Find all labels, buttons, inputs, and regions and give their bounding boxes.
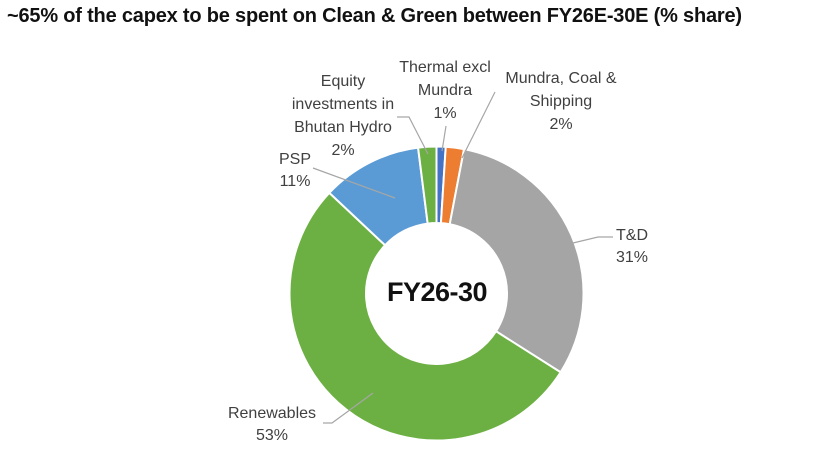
chart-title: ~65% of the capex to be spent on Clean &… — [7, 5, 742, 27]
callout-renewables-line1: Renewables — [227, 405, 317, 422]
leader-line-thermal — [441, 125, 447, 152]
callout-equity-line1: Equity — [320, 73, 366, 90]
callout-td: T&D 31% — [592, 225, 672, 269]
callout-psp: PSP 11% — [255, 149, 335, 193]
callout-thermal: Thermal excl Mundra 1% — [385, 56, 505, 125]
leader-line-psp — [312, 167, 396, 199]
callout-psp-line1: PSP — [278, 151, 311, 168]
callout-equity-pct: 2% — [331, 142, 355, 159]
leader-line-equity — [397, 116, 429, 155]
leader-line-td — [572, 236, 613, 244]
callout-equity-line3: Bhutan Hydro — [294, 119, 392, 136]
leader-lines — [312, 91, 613, 424]
callout-mundra-line1: Mundra, Coal & — [505, 70, 617, 87]
callout-td-line1: T&D — [616, 227, 648, 244]
slice-renewables — [288, 191, 562, 442]
callout-thermal-pct: 1% — [433, 105, 457, 122]
callout-psp-pct: 11% — [279, 173, 311, 190]
callout-renewables-pct: 53% — [255, 427, 289, 444]
donut-slices — [288, 145, 585, 442]
leader-line-renewables — [323, 392, 374, 424]
callout-renewables: Renewables 53% — [208, 403, 336, 447]
callout-equity: Equity investments in Bhutan Hydro 2% — [278, 70, 408, 162]
callout-thermal-line2: Mundra — [417, 82, 473, 99]
callout-mundra-line2: Shipping — [529, 93, 593, 110]
callout-mundra-pct: 2% — [549, 116, 573, 133]
callout-thermal-line1: Thermal excl — [399, 59, 491, 76]
callout-td-pct: 31% — [615, 249, 649, 266]
donut-center-label: FY26-30 — [386, 277, 488, 307]
callout-equity-line2: investments in — [291, 96, 395, 113]
leader-line-mundra — [461, 91, 496, 159]
slice-t-d — [448, 147, 585, 374]
callout-mundra: Mundra, Coal & Shipping 2% — [495, 67, 627, 136]
